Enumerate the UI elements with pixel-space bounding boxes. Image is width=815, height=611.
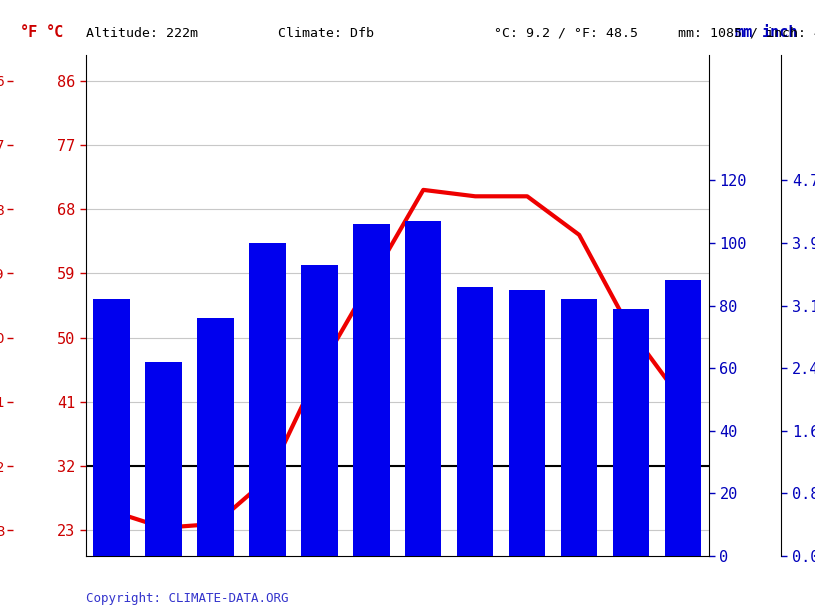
Text: mm: mm bbox=[734, 24, 752, 40]
Bar bbox=[94, 299, 130, 556]
Text: °F: °F bbox=[20, 24, 37, 40]
Bar bbox=[561, 299, 597, 556]
Bar bbox=[457, 287, 493, 556]
Bar bbox=[353, 224, 390, 556]
Text: Copyright: CLIMATE-DATA.ORG: Copyright: CLIMATE-DATA.ORG bbox=[86, 592, 288, 605]
Text: Altitude: 222m          Climate: Dfb               °C: 9.2 / °F: 48.5     mm: 10: Altitude: 222m Climate: Dfb °C: 9.2 / °F… bbox=[86, 27, 815, 40]
Bar bbox=[665, 280, 701, 556]
Bar bbox=[249, 243, 285, 556]
Text: °C: °C bbox=[46, 24, 64, 40]
Bar bbox=[197, 318, 234, 556]
Text: inch: inch bbox=[762, 24, 798, 40]
Bar bbox=[302, 265, 337, 556]
Bar bbox=[509, 290, 545, 556]
Bar bbox=[145, 362, 182, 556]
Bar bbox=[613, 309, 650, 556]
Bar bbox=[405, 221, 442, 556]
